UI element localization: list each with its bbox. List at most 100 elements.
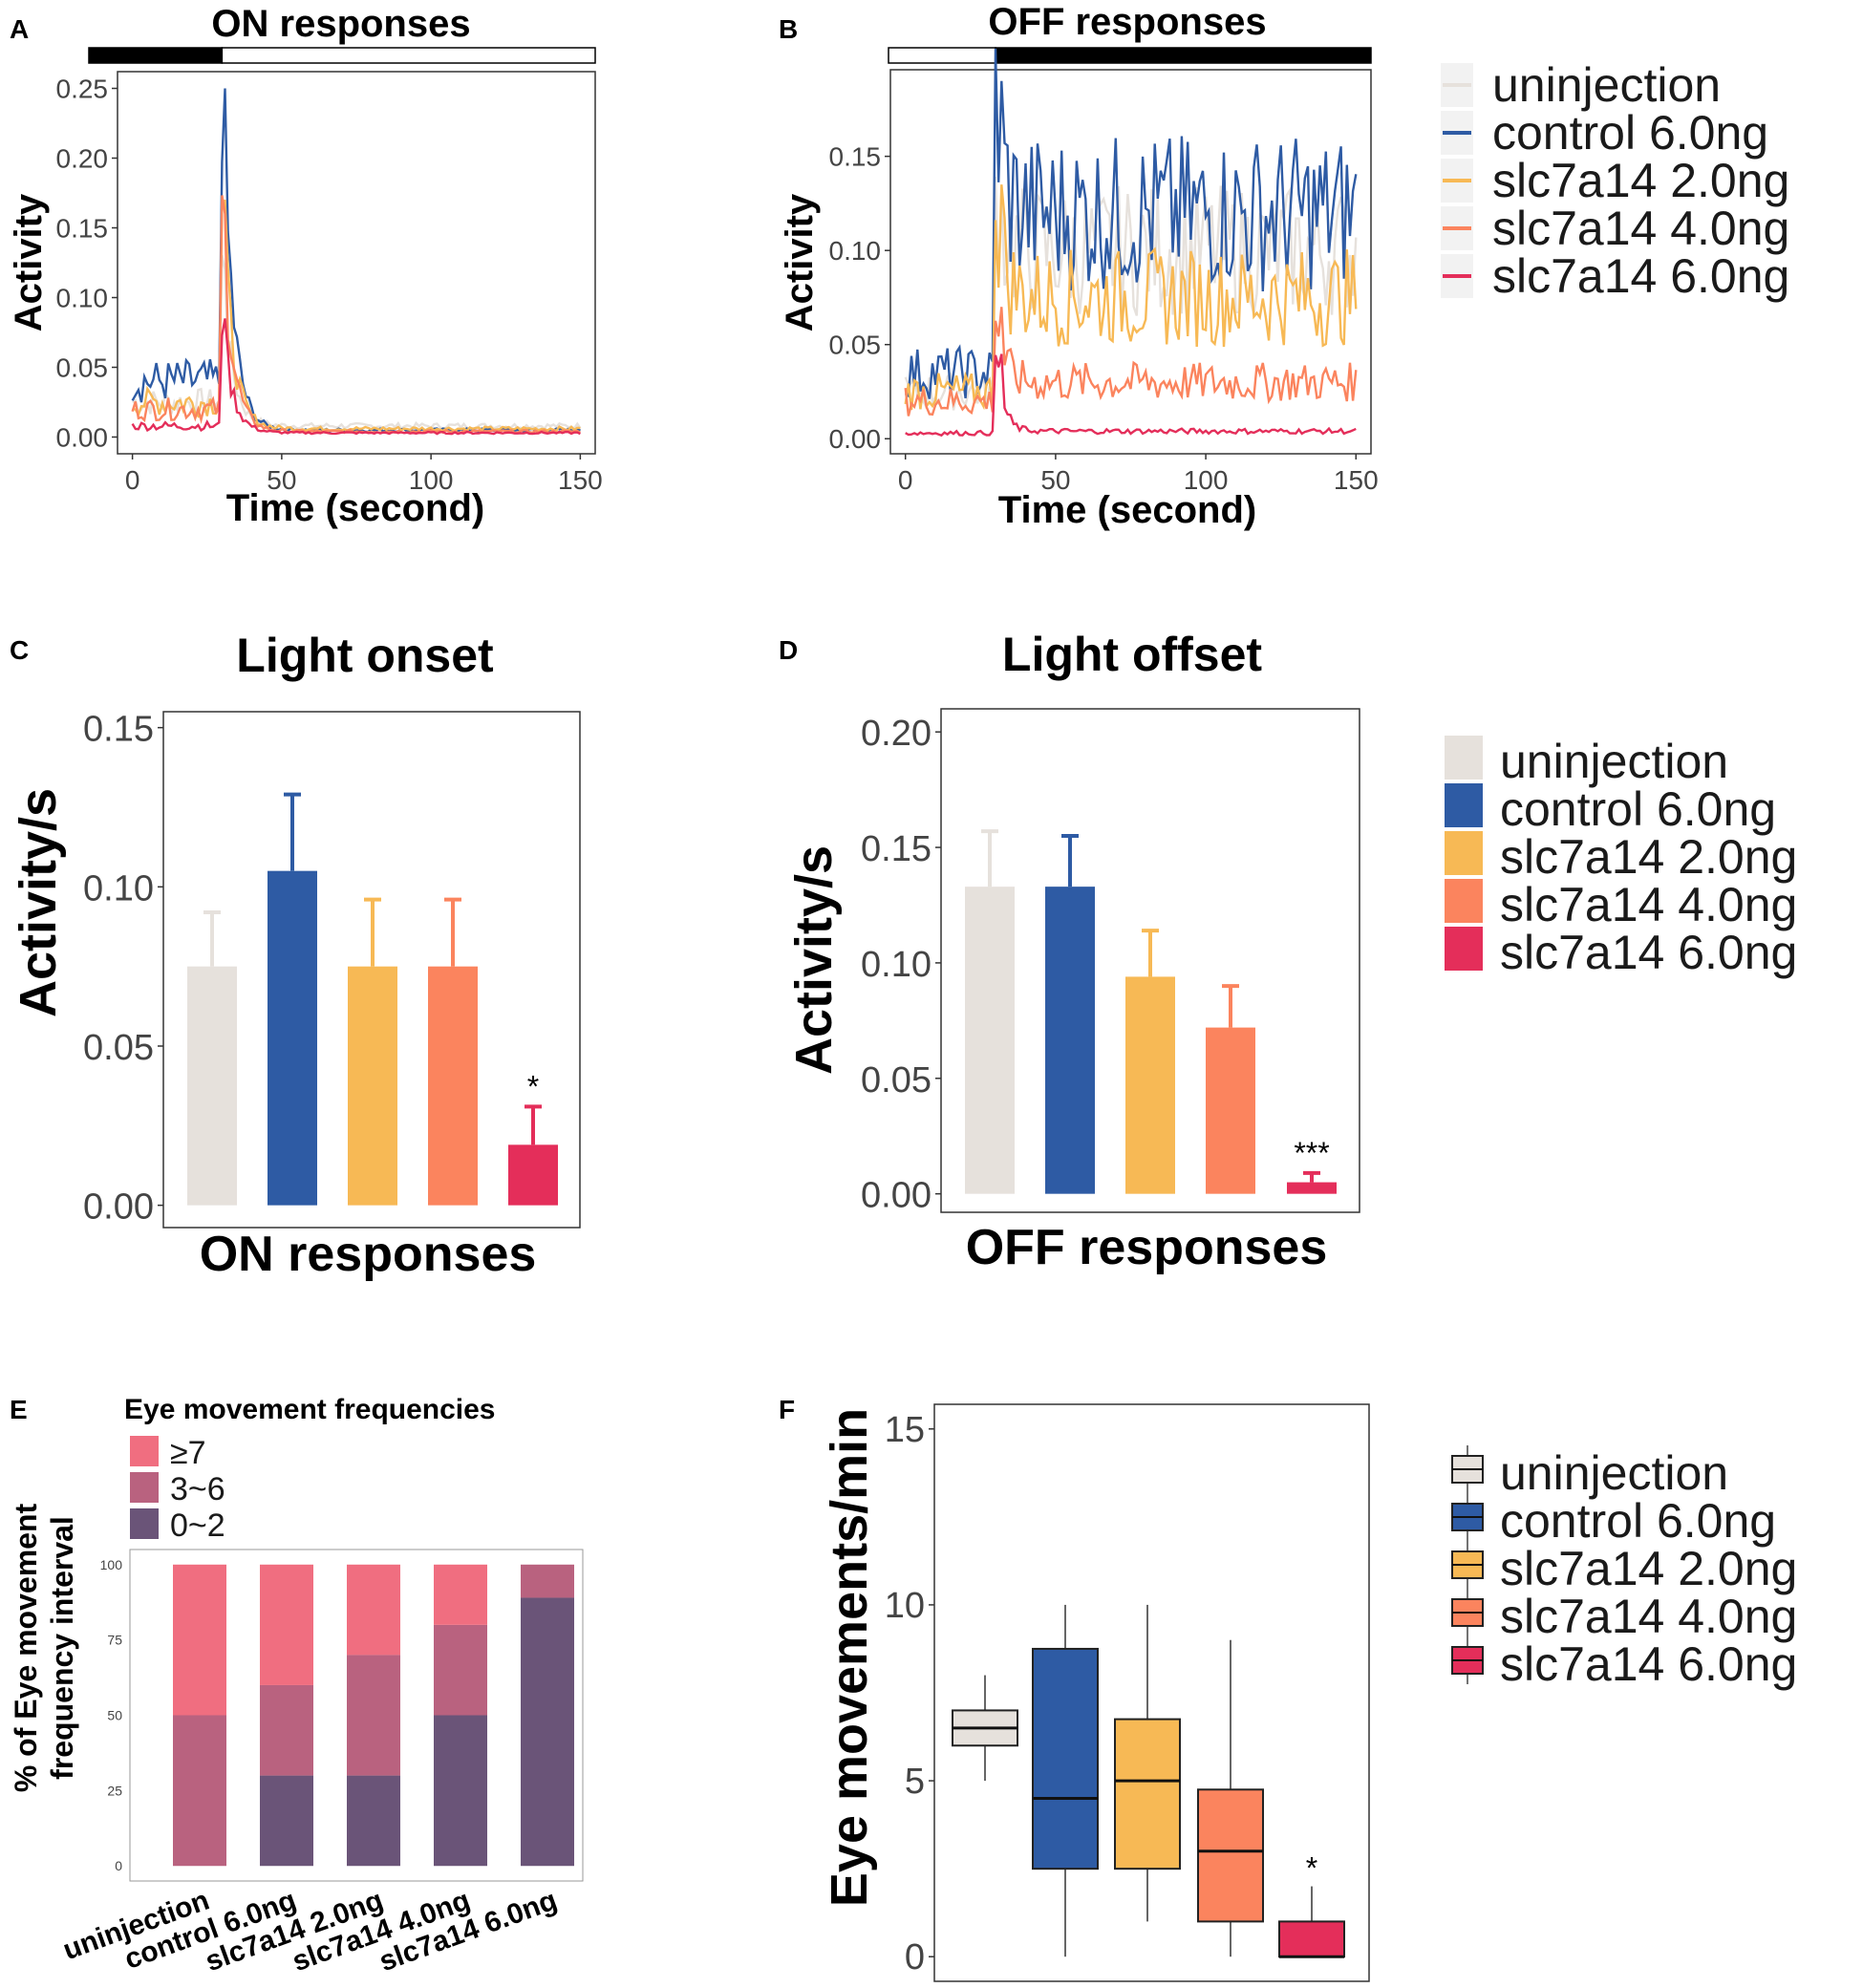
y-tick-label: 0.05 xyxy=(56,353,109,382)
legend-key-slc7a14-6-0ng xyxy=(1445,927,1483,971)
panel-d-title: Light offset xyxy=(1002,628,1263,681)
bar-control-6-0ng xyxy=(268,870,317,1206)
y-tick-label: 0.15 xyxy=(56,214,109,244)
segment-0-2-slc7a14-4-0ng xyxy=(434,1715,487,1867)
plot-area xyxy=(117,71,596,455)
legend-label: 0~2 xyxy=(170,1507,225,1544)
y-tick-label: 0.00 xyxy=(829,424,882,454)
axis-ticks: 0.00 0.05 0.10 0.15 xyxy=(83,710,163,1228)
legend-title: Eye movement frequencies xyxy=(124,1394,496,1425)
panel-a-letter: A xyxy=(10,14,29,44)
bar-slc7a14-6-0ng xyxy=(508,1144,558,1206)
bars: * xyxy=(187,792,558,1206)
y-tick-label: 15 xyxy=(885,1410,925,1450)
bar-control-6-0ng xyxy=(1045,887,1095,1194)
y-axis-title: Activity/s xyxy=(10,788,67,1017)
legend-label-uninjection: uninjection xyxy=(1500,735,1728,788)
segment-0-2-slc7a14-2-0ng xyxy=(347,1775,400,1867)
x-axis-title: Time (second) xyxy=(226,487,484,529)
legend-label-slc7a14-4-0ng: slc7a14 4.0ng xyxy=(1500,878,1797,931)
y-tick-label: 0.10 xyxy=(861,945,932,985)
segment-3-6-slc7a14-4-0ng xyxy=(434,1624,487,1716)
legend-label-uninjection: uninjection xyxy=(1500,1446,1728,1500)
legend-swatch-segment-ge7 xyxy=(130,1436,159,1466)
plot-area xyxy=(162,711,581,1229)
significance-label: *** xyxy=(1294,1136,1329,1170)
axis-ticks: 0.00 0.05 0.10 0.15 0.20 xyxy=(861,714,941,1216)
stacked-bars xyxy=(173,1564,574,1867)
series-line-slc7a14-6-0ng xyxy=(905,353,1357,438)
segment-0-2-slc7a14-6-0ng xyxy=(521,1597,574,1867)
legend-key-slc7a14-4-0ng xyxy=(1445,879,1483,923)
box-slc7a14-4-0ng xyxy=(1197,1788,1264,1923)
legend-label-slc7a14-2-0ng: slc7a14 2.0ng xyxy=(1500,830,1797,884)
series-line-control-6-0ng xyxy=(131,88,582,434)
panel-d-letter: D xyxy=(779,635,798,665)
legend-label-slc7a14-4-0ng: slc7a14 4.0ng xyxy=(1500,1590,1797,1643)
segment-ge7-slc7a14-2-0ng xyxy=(347,1564,400,1656)
panel-e-letter: E xyxy=(10,1395,28,1424)
legend-label-control-6-0ng: control 6.0ng xyxy=(1492,106,1768,160)
segment-3-6-slc7a14-2-0ng xyxy=(347,1655,400,1776)
y-axis-title-line1: % of Eye movement xyxy=(9,1504,43,1793)
series-line-uninjection xyxy=(131,254,582,431)
x-tick-label: 150 xyxy=(558,465,603,495)
legend-label-slc7a14-6-0ng: slc7a14 6.0ng xyxy=(1500,1637,1797,1691)
segment-3-6-uninjection xyxy=(173,1715,226,1867)
segment-3-6-control-6-0ng xyxy=(260,1684,313,1776)
segment-ge7-slc7a14-4-0ng xyxy=(434,1564,487,1625)
x-tick-label: 100 xyxy=(1184,465,1229,495)
legend-key-control-6-0ng xyxy=(1445,783,1483,827)
y-tick-label: 0.15 xyxy=(83,710,154,750)
x-axis-title: Time (second) xyxy=(998,489,1256,531)
x-tick-label: 150 xyxy=(1334,465,1379,495)
boxplots: * xyxy=(952,1604,1345,1958)
panel-b-title: OFF responses xyxy=(988,1,1266,43)
panel-c-title: Light onset xyxy=(236,629,494,682)
box-slc7a14-6-0ng xyxy=(1278,1920,1345,1958)
stimulus-dark-bar xyxy=(88,47,224,64)
segment-0-2-control-6-0ng xyxy=(260,1775,313,1867)
x-tick-label: 0 xyxy=(898,465,913,495)
x-tick-label: 50 xyxy=(1040,465,1070,495)
segment-ge7-uninjection xyxy=(173,1564,226,1716)
y-tick-label: 75 xyxy=(107,1633,122,1648)
panel-b-letter: B xyxy=(779,14,798,44)
panel-d: D Light offset *** 0.000.050.100.150.20 … xyxy=(779,628,1360,1275)
x-tick-label: 0 xyxy=(125,465,140,495)
legend-key-slc7a14-2-0ng xyxy=(1445,831,1483,875)
significance-label: * xyxy=(1306,1851,1317,1886)
legend-label-uninjection: uninjection xyxy=(1492,58,1721,112)
y-tick-label: 0.20 xyxy=(56,144,109,174)
bar-slc7a14-4-0ng xyxy=(1206,1027,1255,1194)
legend-swatch-segment-3-6 xyxy=(130,1472,159,1503)
y-tick-label: 5 xyxy=(905,1762,925,1802)
legend-key-uninjection xyxy=(1445,736,1483,780)
bar-slc7a14-2-0ng xyxy=(1125,976,1175,1194)
panel-e: E Eye movement frequencies ≥73~60~2 0 25 5… xyxy=(9,1394,584,1977)
series-lines xyxy=(904,48,1358,438)
series-line-control-6-0ng xyxy=(904,48,1358,399)
y-axis-title: Eye movements/min xyxy=(821,1408,878,1907)
y-axis-title: Activity/s xyxy=(785,845,843,1075)
legend-label: ≥7 xyxy=(170,1435,206,1471)
y-tick-label: 100 xyxy=(100,1557,123,1572)
series-line-slc7a14-4-0ng xyxy=(131,195,581,435)
panel-c: C Light onset * 0.00 0.05 0.10 0.15 ON resp… xyxy=(10,629,581,1282)
panel-c-letter: C xyxy=(10,635,29,665)
plot-area xyxy=(129,1549,584,1882)
y-tick-label: 50 xyxy=(107,1708,122,1723)
bar-uninjection xyxy=(187,966,237,1206)
legend-label-control-6-0ng: control 6.0ng xyxy=(1500,782,1776,836)
y-tick-label: 0.25 xyxy=(56,75,109,104)
y-axis-title: Activity xyxy=(8,193,50,331)
panel-f: F * 0 5 10 15 Eye movements/min xyxy=(779,1395,1370,1982)
segment-ge7-control-6-0ng xyxy=(260,1564,313,1685)
plot-area xyxy=(933,1403,1370,1982)
significance-label: * xyxy=(527,1069,539,1103)
y-tick-label: 0.00 xyxy=(861,1176,932,1216)
y-tick-label: 0.10 xyxy=(56,283,109,312)
x-tick-label: 50 xyxy=(267,465,296,495)
